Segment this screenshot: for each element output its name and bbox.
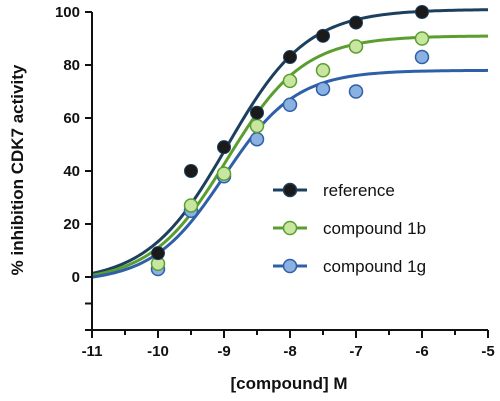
x-tick-label: -5: [481, 343, 494, 360]
x-tick-label: -9: [217, 343, 230, 360]
data-point-compound-1g: [315, 81, 331, 97]
data-point-compound-1g: [414, 49, 430, 65]
data-point-compound-1b: [249, 118, 265, 134]
legend: reference compound 1b compound 1g: [273, 181, 426, 276]
data-point-reference: [283, 50, 297, 65]
x-tick-label: -7: [349, 343, 362, 360]
data-points: [150, 5, 430, 277]
data-point-compound-1b: [183, 198, 199, 213]
data-point-compound-1g: [282, 97, 298, 112]
x-axis-title: [compound] M: [230, 374, 347, 393]
y-tick-label: 100: [55, 4, 80, 21]
data-point-reference: [151, 246, 165, 261]
legend-marker: [282, 182, 298, 198]
data-point-compound-1b: [315, 63, 331, 78]
data-point-compound-1b: [348, 39, 364, 54]
data-point-reference: [217, 140, 231, 155]
data-point-compound-1g: [348, 84, 364, 99]
legend-marker: [282, 220, 298, 236]
legend-marker: [282, 258, 298, 274]
legend-label: compound 1b: [323, 219, 426, 238]
y-tick-label: 80: [63, 57, 80, 74]
data-point-reference: [415, 5, 429, 19]
data-point-compound-1b: [414, 31, 430, 46]
data-point-reference: [184, 164, 198, 178]
y-tick-label: 0: [72, 269, 80, 286]
y-axis-title: % inhibition CDK7 activity: [8, 64, 27, 275]
legend-label: compound 1g: [323, 257, 426, 276]
data-point-compound-1b: [216, 166, 232, 181]
x-tick-label: -11: [82, 343, 103, 360]
fit-curves: [91, 8, 489, 279]
x-tick-label: -10: [147, 343, 169, 360]
data-point-reference: [349, 15, 363, 30]
axes: 0 20 40 60 80 100 -11 -10 -9 -8 -7 -6 -5: [55, 4, 495, 360]
x-tick-label: -8: [283, 343, 296, 360]
y-tick-label: 40: [63, 163, 80, 180]
y-tick-label: 60: [63, 110, 80, 127]
data-point-compound-1b: [282, 73, 298, 89]
data-point-compound-1g: [249, 131, 265, 147]
legend-label: reference: [323, 181, 395, 200]
data-point-reference: [316, 28, 330, 43]
x-tick-label: -6: [415, 343, 428, 360]
y-tick-label: 20: [63, 216, 80, 233]
data-point-reference: [250, 105, 264, 120]
